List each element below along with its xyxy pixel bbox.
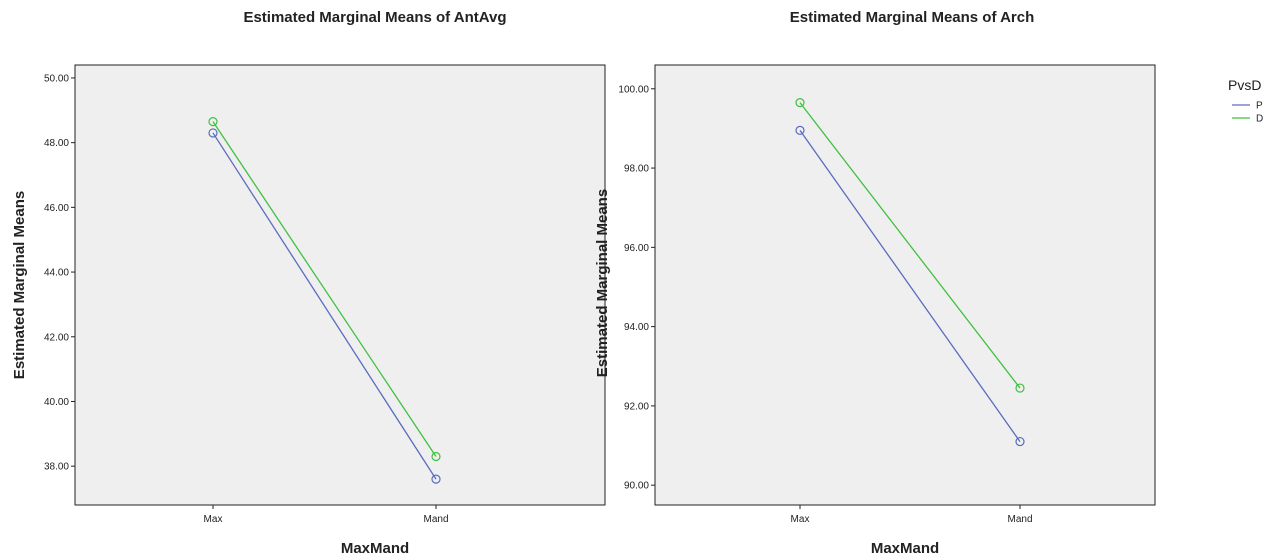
data-point-P-Max [208, 128, 218, 138]
chart-antavg: Estimated Marginal Means of AntAvg 38.00… [11, 9, 606, 557]
y-tick-label: 44.00 [44, 268, 69, 279]
data-point-D-Max [208, 117, 218, 127]
plot-area [74, 64, 606, 506]
y-tick-label: 42.00 [44, 332, 69, 343]
x-axis: Max Mand [204, 505, 449, 525]
series-line-P [799, 130, 1021, 442]
plot-area [654, 64, 1156, 506]
y-axis-title: Estimated Marginal Means [594, 189, 611, 377]
chart-title: Estimated Marginal Means of Arch [790, 9, 1035, 26]
x-tick-label: Max [204, 514, 223, 525]
y-tick-label: 98.00 [624, 164, 649, 175]
data-point-P-Max [795, 125, 805, 136]
y-tick-label: 48.00 [44, 138, 69, 149]
series-lines [208, 117, 441, 484]
x-tick-label: Mand [423, 514, 448, 525]
legend-label-D: D [1256, 114, 1263, 125]
y-tick-label: 100.00 [618, 84, 649, 95]
y-axis-title: Estimated Marginal Means [11, 191, 28, 379]
series-line-D [799, 102, 1021, 389]
chart-arch: Estimated Marginal Means of Arch 90.00 92… [594, 9, 1156, 557]
legend-title: PvsD [1228, 77, 1261, 93]
legend-label-P: P [1256, 101, 1263, 112]
data-point-D-Max [795, 98, 805, 108]
x-axis-title: MaxMand [341, 540, 409, 557]
y-tick-label: 90.00 [624, 481, 649, 492]
y-tick-label: 96.00 [624, 243, 649, 254]
x-axis-title: MaxMand [871, 540, 939, 557]
series-line-P [212, 132, 437, 480]
series-line-D [212, 121, 437, 457]
series-lines [795, 98, 1025, 447]
x-tick-label: Max [791, 514, 810, 525]
legend: PvsD PD [1228, 77, 1263, 125]
x-tick-label: Mand [1007, 514, 1032, 525]
y-tick-label: 50.00 [44, 73, 69, 84]
y-tick-label: 94.00 [624, 322, 649, 333]
y-tick-label: 40.00 [44, 397, 69, 408]
data-point-D-Mand [431, 451, 441, 462]
data-point-D-Mand [1015, 383, 1025, 393]
y-tick-label: 92.00 [624, 401, 649, 412]
x-axis: Max Mand [791, 505, 1033, 525]
y-tick-label: 38.00 [44, 462, 69, 473]
y-axis: 90.00 92.00 94.00 96.00 98.00 100.00 [618, 84, 655, 492]
y-axis: 38.00 40.00 42.00 44.00 46.00 48.00 50.00 [44, 73, 75, 473]
data-point-P-Mand [1015, 436, 1025, 447]
y-tick-label: 46.00 [44, 203, 69, 214]
chart-title: Estimated Marginal Means of AntAvg [243, 9, 506, 26]
data-point-P-Mand [431, 474, 441, 484]
